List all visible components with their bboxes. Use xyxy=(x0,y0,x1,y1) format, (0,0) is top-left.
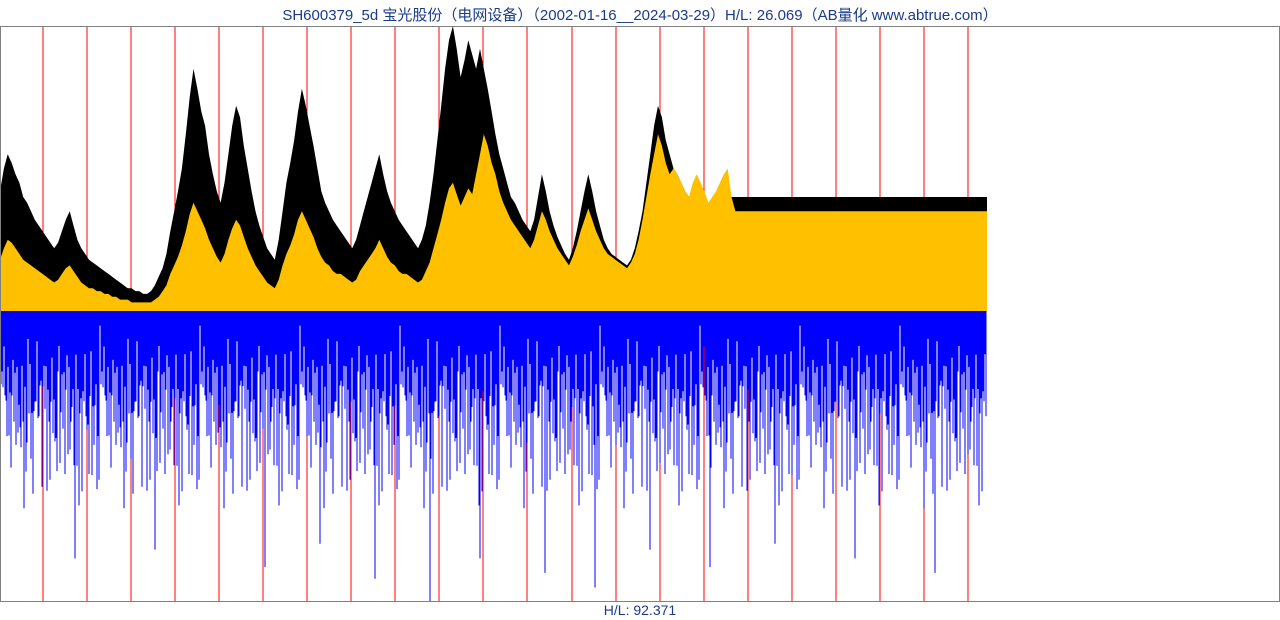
chart-svg xyxy=(0,26,1280,602)
chart-title: SH600379_5d 宝光股份（电网设备）（2002-01-16__2024-… xyxy=(0,4,1280,25)
bottom-label: H/L: 92.371 xyxy=(0,602,1280,618)
chart-area xyxy=(0,26,1280,602)
